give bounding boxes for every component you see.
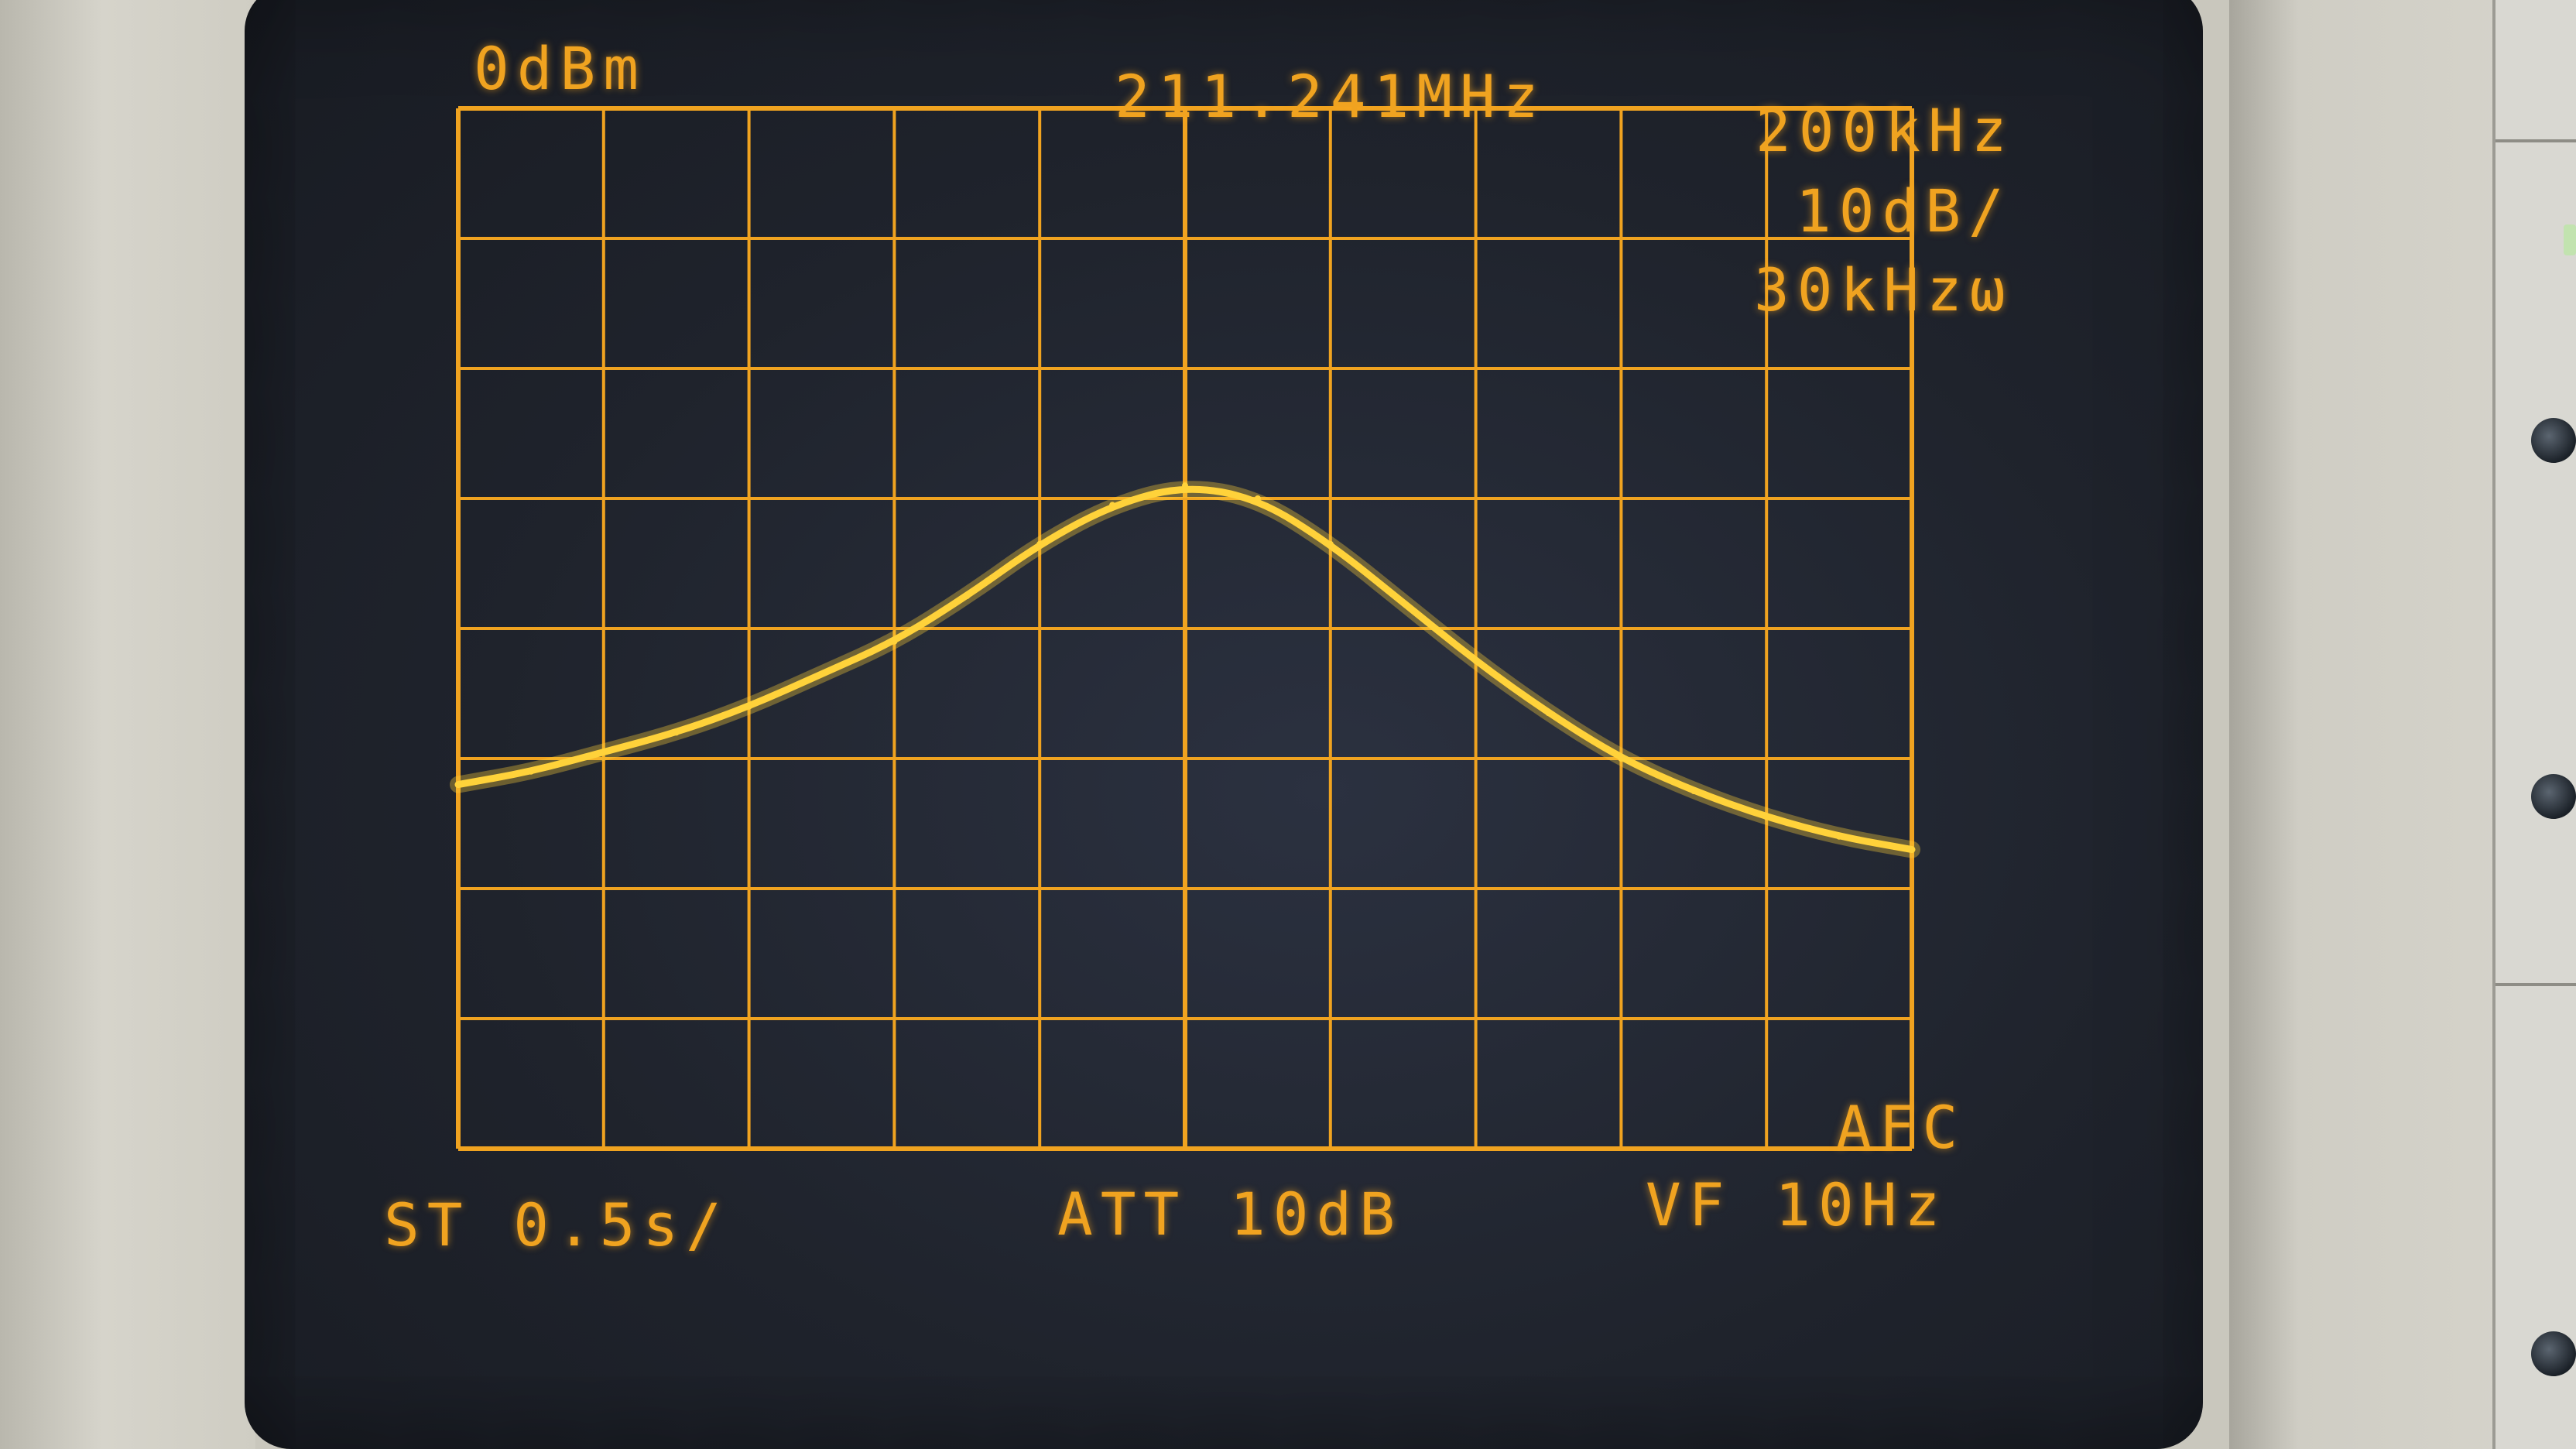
trace-point [1472, 658, 1479, 664]
trace-point [527, 768, 534, 775]
control-knob[interactable] [2531, 1331, 2576, 1376]
afc-label: AFC [1836, 1093, 1966, 1162]
spectrum-trace [454, 485, 1916, 854]
trace-point [600, 748, 607, 755]
resolution-bandwidth-label: 30kHzω [1754, 255, 2013, 324]
trace-group [450, 481, 1920, 858]
trace-point [1909, 846, 1915, 853]
span-label: 200kHz [1756, 96, 2015, 165]
trace-point [455, 781, 461, 788]
trace-point [1182, 482, 1188, 489]
panel-divider [2496, 983, 2576, 986]
trace-point [1327, 540, 1334, 547]
trace-point [1254, 495, 1261, 502]
trace-point [1618, 755, 1625, 762]
status-led [2564, 224, 2576, 255]
reference-level-label: 0dBm [474, 34, 647, 103]
side-control-panel [2492, 0, 2576, 1449]
trace-point [1109, 502, 1116, 509]
video-filter-label: VF 10Hz [1646, 1170, 1948, 1239]
trace-point [1036, 540, 1043, 547]
trace-point [818, 670, 825, 677]
trace-point [1763, 814, 1770, 820]
graticule [456, 106, 1914, 1151]
trace-point [1690, 788, 1697, 794]
trace-point [745, 703, 752, 710]
trace-point [1399, 599, 1406, 606]
attenuation-label: ATT 10dB [1057, 1180, 1403, 1249]
trace-point [1545, 710, 1552, 717]
control-knob[interactable] [2531, 418, 2576, 463]
center-frequency-label: 211.241MHz [1115, 62, 1547, 131]
trace-point [673, 729, 680, 736]
trace-point [964, 593, 971, 599]
crt-screen [245, 0, 2203, 1449]
trace-point [1836, 833, 1843, 840]
control-knob[interactable] [2531, 774, 2576, 819]
panel-divider [2496, 139, 2576, 142]
sweep-time-label: ST 0.5s/ [384, 1190, 730, 1259]
instrument-bezel-left [0, 0, 255, 1449]
scale-label: 10dB/ [1796, 176, 2012, 245]
trace-point [891, 638, 898, 645]
